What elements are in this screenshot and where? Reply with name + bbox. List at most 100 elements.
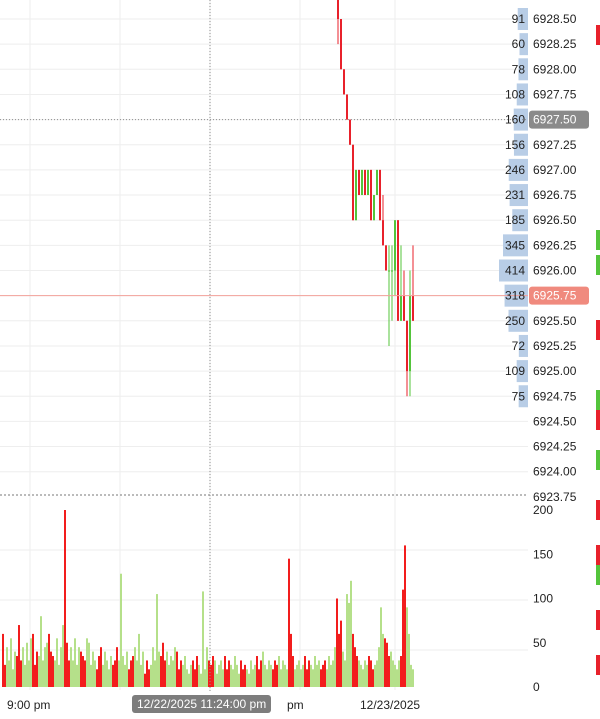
volume-bar bbox=[210, 664, 212, 687]
time-axis: 9:00 pm 12/23/2025 pm bbox=[7, 698, 420, 712]
profile-bar bbox=[517, 8, 528, 30]
candle-body bbox=[379, 169, 381, 221]
volume-bar bbox=[26, 642, 28, 687]
profile-value-label: 72 bbox=[512, 339, 526, 353]
volume-bar bbox=[126, 651, 128, 687]
volume-bar bbox=[322, 664, 324, 687]
edge-tick bbox=[596, 230, 600, 250]
volume-bar bbox=[118, 660, 120, 687]
candle-body bbox=[403, 295, 405, 321]
volume-bar bbox=[386, 642, 388, 687]
candle-body bbox=[382, 220, 384, 246]
volume-bar bbox=[168, 664, 170, 687]
volume-bar bbox=[158, 651, 160, 687]
price-tick-label: 6926.25 bbox=[533, 238, 577, 252]
candle-body bbox=[406, 320, 408, 372]
volume-bar bbox=[198, 664, 200, 687]
price-tick-label: 6926.75 bbox=[533, 188, 577, 202]
profile-value-label: 318 bbox=[505, 289, 525, 303]
volume-bar bbox=[58, 664, 60, 687]
volume-bar bbox=[52, 656, 54, 687]
profile-bar bbox=[516, 83, 528, 106]
volume-bar bbox=[216, 673, 218, 687]
volume-bar bbox=[88, 642, 90, 687]
profile-bar bbox=[518, 58, 528, 81]
candlesticks[interactable] bbox=[337, 0, 414, 397]
edge-tick bbox=[596, 320, 600, 340]
volume-bar bbox=[244, 664, 246, 687]
volume-bar bbox=[162, 642, 164, 687]
volume-bar bbox=[194, 669, 196, 687]
volume-bar bbox=[310, 664, 312, 687]
volume-bar bbox=[184, 656, 186, 687]
volume-bar bbox=[64, 510, 66, 687]
profile-value-label: 345 bbox=[505, 238, 525, 252]
volume-bar bbox=[40, 616, 42, 687]
volume-bar bbox=[246, 669, 248, 687]
volume-bar bbox=[292, 656, 294, 687]
volume-bar bbox=[326, 669, 328, 687]
volume-bars[interactable] bbox=[2, 510, 414, 687]
volume-bar bbox=[288, 558, 290, 687]
volume-bar bbox=[262, 651, 264, 687]
volume-axis: 200 150 100 50 0 bbox=[533, 503, 553, 694]
volume-tick-label: 150 bbox=[533, 547, 553, 561]
volume-bar bbox=[270, 664, 272, 687]
profile-bar bbox=[509, 184, 528, 207]
volume-bar bbox=[164, 660, 166, 687]
volume-bar bbox=[68, 660, 70, 687]
profile-value-label: 75 bbox=[512, 389, 526, 403]
volume-bar bbox=[32, 633, 34, 687]
volume-bar bbox=[242, 669, 244, 687]
volume-bar bbox=[372, 669, 374, 687]
volume-bar bbox=[128, 669, 130, 687]
candle-body bbox=[391, 270, 393, 272]
volume-bar bbox=[38, 656, 40, 687]
volume-bar bbox=[154, 660, 156, 687]
edge-tick bbox=[596, 655, 600, 675]
profile-bar bbox=[513, 133, 528, 156]
price-tick-label: 6928.50 bbox=[533, 12, 577, 26]
candle-body bbox=[412, 295, 414, 321]
volume-bar bbox=[150, 664, 152, 687]
volume-bar bbox=[406, 607, 408, 687]
grid-lines bbox=[0, 0, 528, 690]
volume-bar bbox=[338, 633, 340, 687]
volume-bar bbox=[314, 656, 316, 687]
volume-bar bbox=[186, 669, 188, 687]
candle-body bbox=[376, 169, 378, 196]
volume-bar bbox=[258, 669, 260, 687]
volume-bar bbox=[340, 620, 342, 687]
volume-bar bbox=[48, 633, 50, 687]
volume-bar bbox=[286, 669, 288, 687]
volume-bar bbox=[378, 647, 380, 687]
volume-bar bbox=[36, 651, 38, 687]
volume-bar bbox=[306, 669, 308, 687]
candle-body bbox=[340, 19, 342, 70]
volume-bar bbox=[380, 607, 382, 687]
volume-bar bbox=[240, 660, 242, 687]
volume-bar bbox=[284, 664, 286, 687]
candle-body bbox=[349, 119, 351, 145]
volume-bar bbox=[166, 651, 168, 687]
volume-bar bbox=[296, 664, 298, 687]
volume-bar bbox=[260, 660, 262, 687]
volume-bar bbox=[152, 647, 154, 687]
volume-bar bbox=[300, 669, 302, 687]
volume-bar bbox=[280, 669, 282, 687]
volume-bar bbox=[160, 656, 162, 687]
time-tick-label: pm bbox=[287, 698, 304, 712]
volume-bar bbox=[146, 660, 148, 687]
volume-bar bbox=[4, 664, 6, 687]
volume-bar bbox=[6, 647, 8, 687]
price-tick-label: 6924.00 bbox=[533, 465, 577, 479]
price-tick-label: 6927.75 bbox=[533, 87, 577, 101]
volume-bar bbox=[170, 656, 172, 687]
candle-body bbox=[397, 220, 399, 321]
volume-bar bbox=[384, 638, 386, 687]
volume-tick-label: 0 bbox=[533, 680, 540, 694]
volume-bar bbox=[172, 660, 174, 687]
volume-bar bbox=[220, 660, 222, 687]
profile-bar bbox=[508, 158, 528, 181]
